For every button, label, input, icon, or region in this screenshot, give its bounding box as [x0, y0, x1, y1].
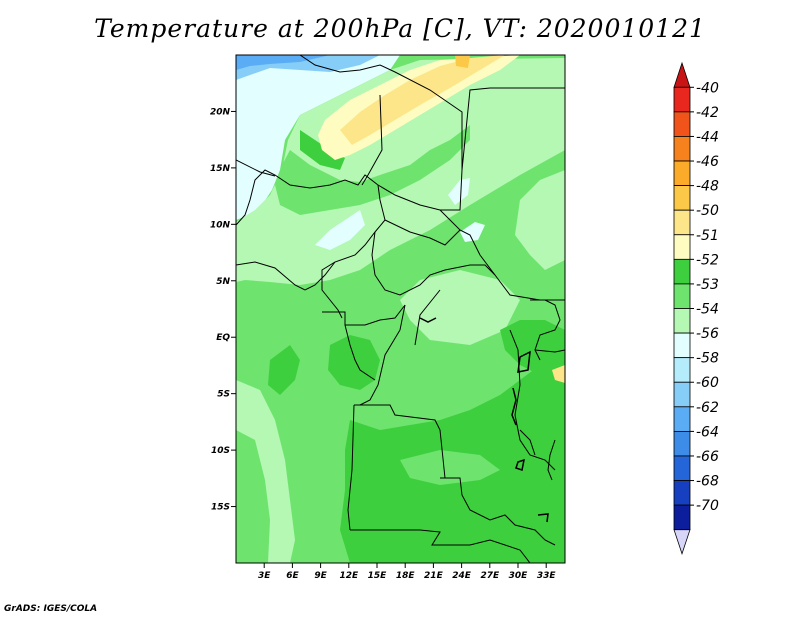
colorbar-label: -56: [696, 326, 719, 342]
colorbar-swatch: [673, 185, 691, 211]
map-title: Temperature at 200hPa [C], VT: 202001012…: [94, 14, 706, 43]
colorbar-bottom-arrow: [673, 529, 691, 555]
colorbar-label: -54: [696, 302, 719, 318]
colorbar-label: -51: [696, 228, 719, 244]
colorbar-top-arrow: [673, 61, 691, 88]
lat-tick-label: 5N: [216, 277, 230, 287]
colorbar-swatch: [673, 160, 691, 187]
colorbar-label: -70: [696, 498, 719, 514]
colorbar-swatch: [673, 283, 691, 309]
colorbar-label: -64: [696, 424, 719, 440]
colorbar-swatch: [673, 308, 691, 334]
colorbar-swatch: [673, 111, 691, 137]
colorbar-swatch: [673, 480, 691, 506]
lon-tick-label: 9E: [314, 571, 327, 581]
colorbar-label: -44: [696, 129, 719, 145]
colorbar-swatch: [673, 381, 691, 408]
longitude-axis: 3E 6E 9E 12E 15E 18E 21E 24E 27E 30E 33E: [258, 563, 556, 581]
colorbar-label: -42: [696, 105, 719, 121]
colorbar-label: -66: [696, 449, 719, 465]
colorbar-swatch: [673, 258, 691, 285]
colorbar-swatch: [673, 357, 691, 383]
colorbar-swatch: [673, 332, 691, 359]
colorbar-label: -60: [696, 375, 719, 391]
colorbar-label: -53: [696, 277, 719, 293]
colorbar-label: -52: [696, 252, 719, 268]
credit-label: GrADS: IGES/COLA: [4, 604, 98, 614]
lat-tick-label: 10S: [211, 446, 230, 456]
lon-tick-label: 21E: [424, 571, 444, 581]
temperature-field: [236, 55, 565, 563]
latitude-axis: 20N 15N 10N 5N EQ 5S 10S 15S: [210, 107, 236, 513]
lat-tick-label: 10N: [210, 220, 231, 230]
lon-tick-label: 33E: [537, 571, 557, 581]
lat-tick-label: 15N: [210, 164, 231, 174]
lon-tick-label: 18E: [396, 571, 416, 581]
colorbar-label: -62: [696, 400, 719, 416]
lat-tick-label: 20N: [210, 107, 231, 117]
colorbar-swatch: [673, 504, 691, 531]
lat-tick-label: 5S: [217, 390, 230, 400]
colorbar-label: -50: [696, 203, 719, 219]
lon-tick-label: 27E: [480, 571, 500, 581]
colorbar-label: -40: [696, 80, 719, 96]
lon-tick-label: 15E: [368, 571, 388, 581]
colorbar-label: -48: [696, 179, 719, 195]
colorbar-label: -58: [696, 351, 719, 367]
lat-tick-label: EQ: [216, 333, 230, 343]
lon-tick-label: 3E: [258, 571, 271, 581]
colorbar-swatch: [673, 455, 691, 481]
colorbar: -40 -42 -44 -46 -48 -50 -51 -52 -53 -54 -56 -58 -60 -…: [673, 61, 719, 555]
colorbar-swatch: [673, 430, 691, 457]
lake-outlines: [419, 317, 549, 523]
map-frame: [235, 54, 566, 564]
lon-tick-label: 12E: [339, 571, 359, 581]
colorbar-swatch: [673, 86, 691, 113]
country-borders: [236, 55, 565, 563]
colorbar-swatch: [673, 136, 691, 162]
lon-tick-label: 24E: [452, 571, 472, 581]
colorbar-label: -46: [696, 154, 719, 170]
colorbar-swatch: [673, 234, 691, 260]
lat-tick-label: 15S: [211, 503, 230, 513]
colorbar-label: -68: [696, 474, 719, 490]
colorbar-swatch: [673, 406, 691, 432]
lon-tick-label: 6E: [286, 571, 299, 581]
colorbar-swatch: [673, 209, 691, 236]
lon-tick-label: 30E: [509, 571, 529, 581]
